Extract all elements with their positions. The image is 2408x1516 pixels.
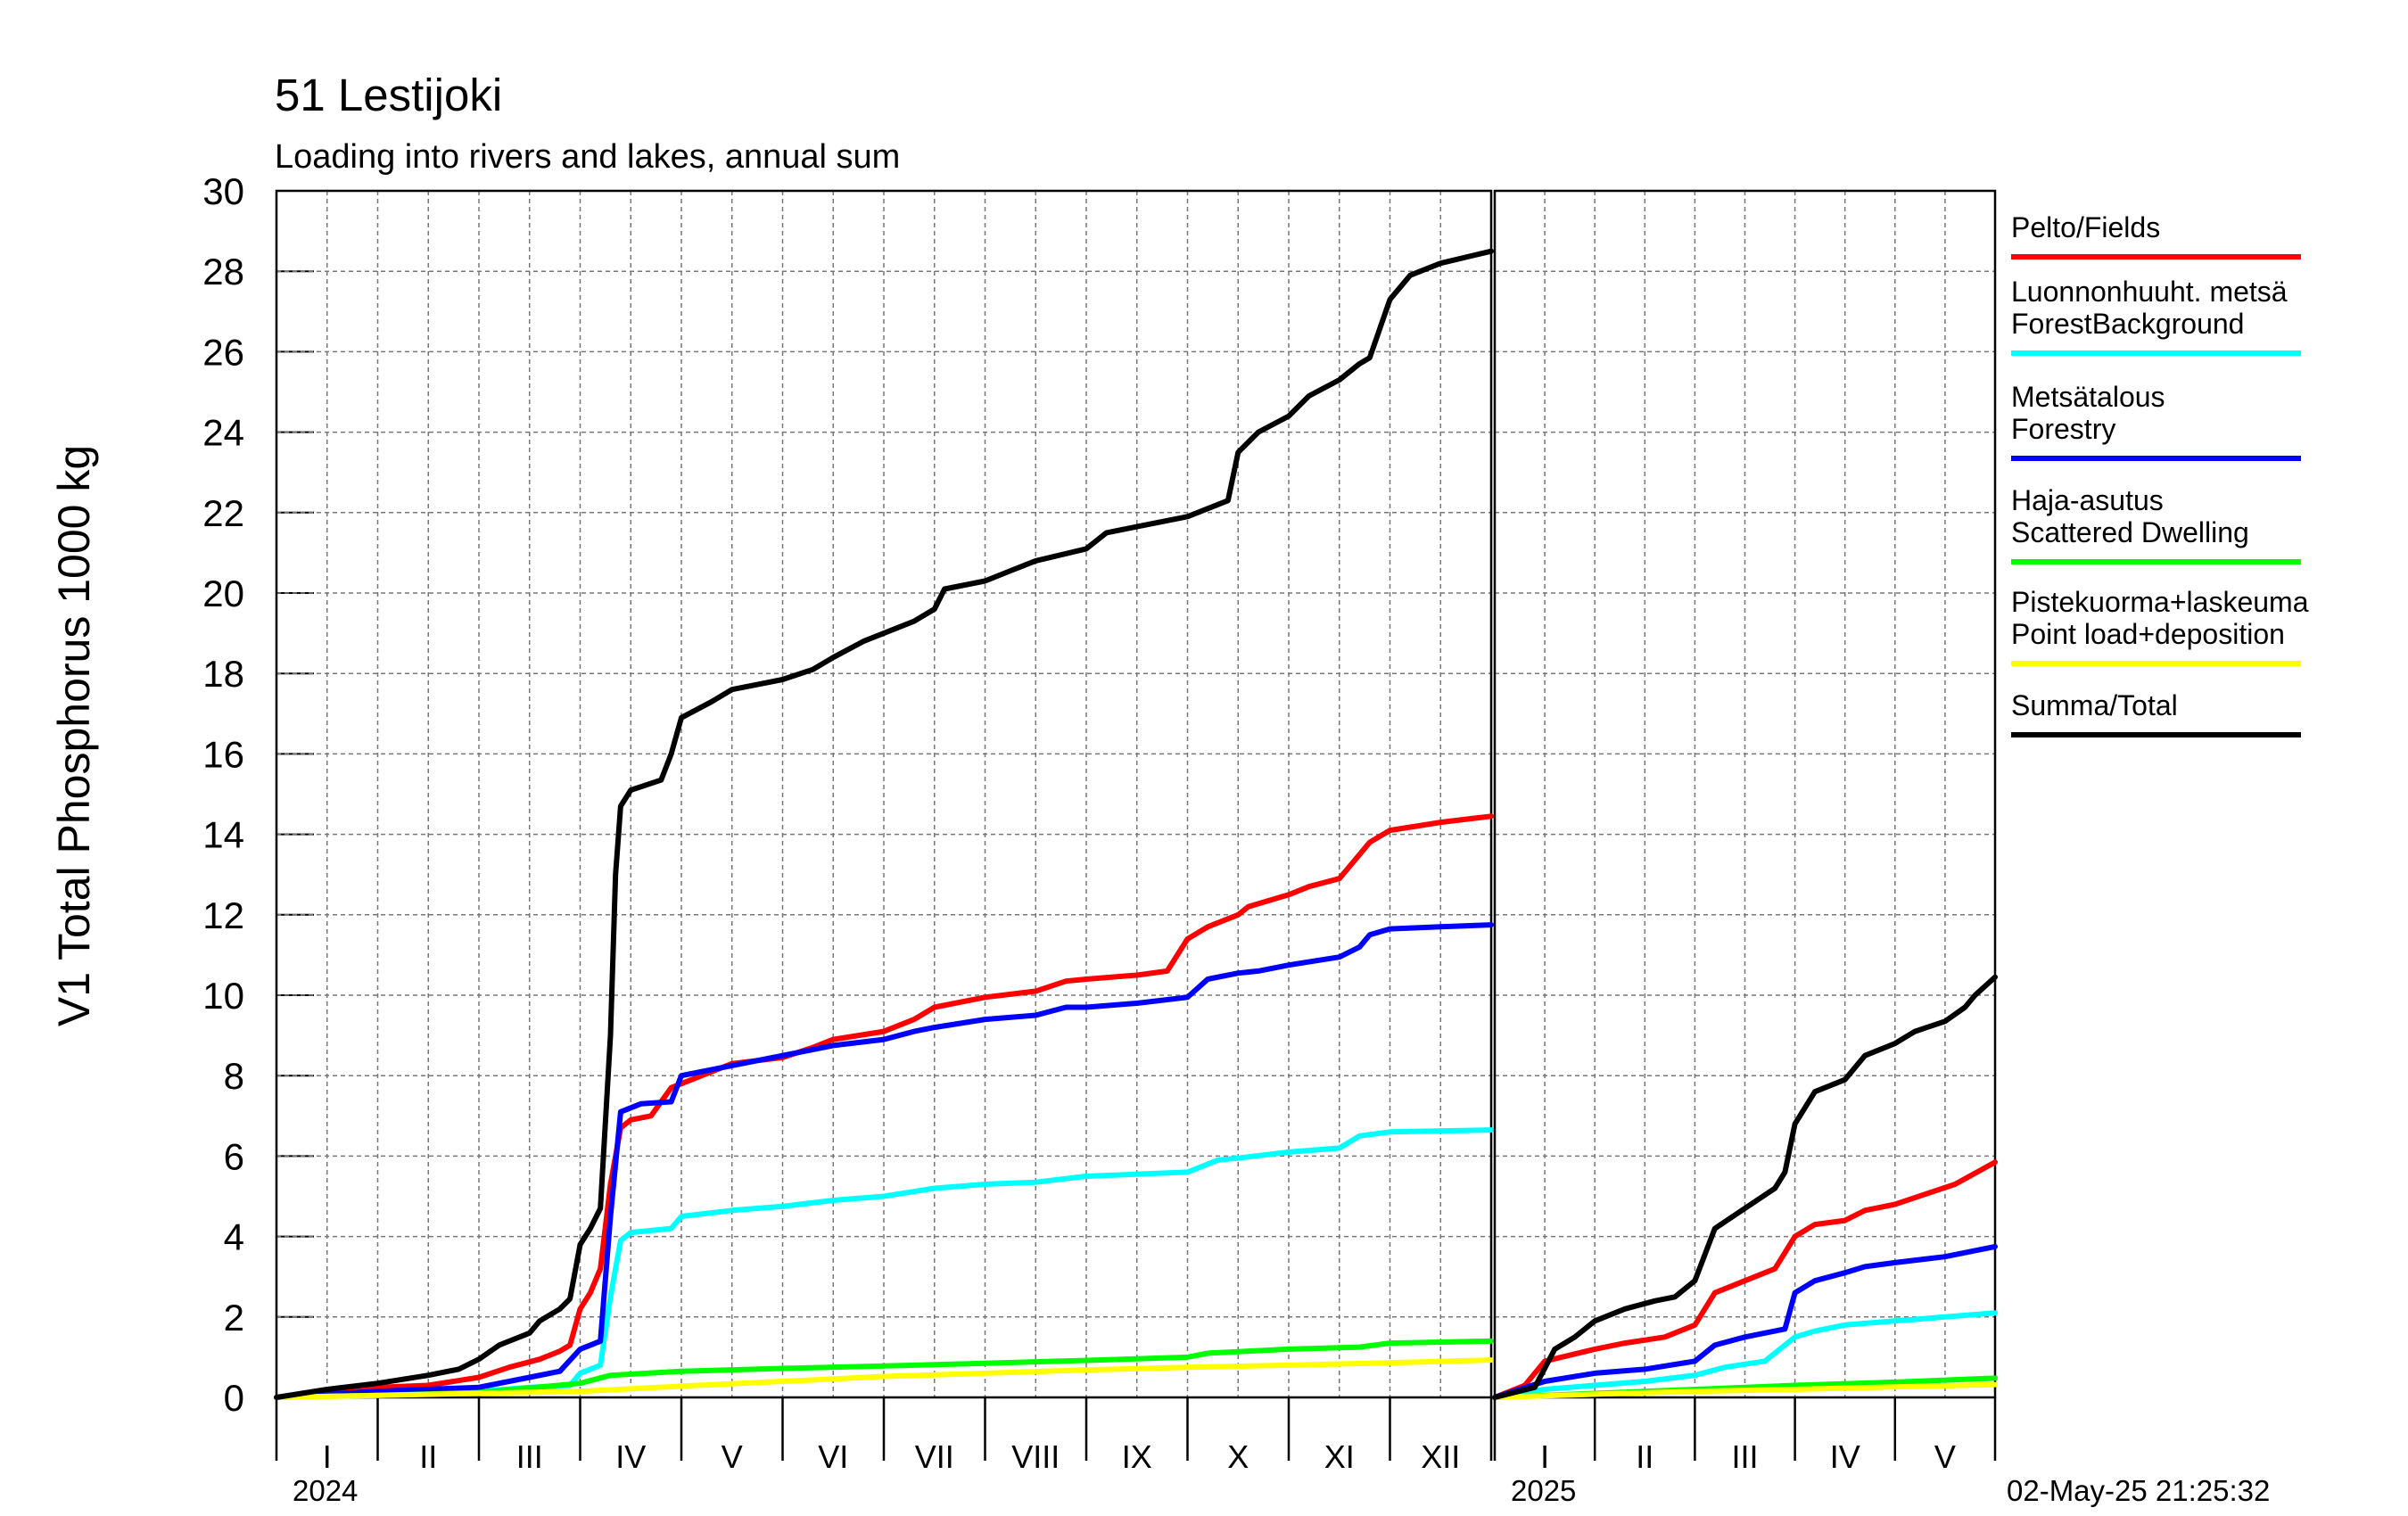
month-label: XI [1324,1438,1355,1475]
month-label: VIII [1011,1438,1060,1475]
y-tick-label: 26 [202,331,244,373]
legend-label: ForestBackground [2011,308,2244,340]
y-tick-label: 30 [202,170,244,212]
series-line [1492,1381,1998,1400]
y-tick-label: 2 [224,1297,244,1339]
legend-label: Summa/Total [2011,689,2178,721]
y-tick-label: 0 [224,1377,244,1419]
series-line [274,922,1494,1400]
month-label: XII [1421,1438,1460,1475]
month-label: III [516,1438,543,1475]
timestamp: 02-May-25 21:25:32 [2007,1474,2270,1507]
chart-title: 51 Lestijoki [275,70,502,120]
panel-frame [1493,189,1997,1399]
y-tick-label: 12 [202,894,244,936]
month-label: V [1934,1438,1956,1475]
year-label: 2025 [1511,1474,1576,1507]
legend-label: Scattered Dwelling [2011,516,2249,548]
legend-label: Luonnonhuuht. metsä [2011,276,2288,308]
y-axis-label: V1 Total Phosphorus 1000 kg [49,445,99,1026]
series-line [1492,1159,1998,1400]
y-tick-label: 4 [224,1216,244,1258]
y-tick-label: 14 [202,814,244,856]
legend-label: Pistekuorma+laskeuma [2011,586,2309,618]
month-label: VII [915,1438,954,1475]
y-tick-label: 20 [202,573,244,614]
legend-label: Point load+deposition [2011,618,2285,650]
y-tick-label: 8 [224,1055,244,1097]
month-label: X [1227,1438,1249,1475]
month-label: I [1540,1438,1549,1475]
month-label: V [722,1438,743,1475]
legend-label: Pelto/Fields [2011,211,2160,243]
legend-label: Metsätalous [2011,381,2165,413]
month-label: IV [1830,1438,1860,1475]
month-label: VI [818,1438,848,1475]
series-line [274,1357,1494,1400]
series-line [1492,974,1998,1400]
month-label: IX [1122,1438,1152,1475]
month-label: IV [615,1438,646,1475]
y-tick-label: 24 [202,412,244,454]
chart-subtitle: Loading into rivers and lakes, annual su… [275,138,900,176]
year-label: 2024 [293,1474,358,1507]
month-label: I [323,1438,332,1475]
legend-label: Haja-asutus [2011,484,2164,516]
y-tick-label: 16 [202,733,244,775]
series-line [274,1127,1494,1400]
y-tick-label: 6 [224,1135,244,1177]
series-line [1492,1310,1998,1400]
series-line [274,248,1494,1400]
legend-item: Summa/Total [2011,689,2301,737]
y-tick-label: 10 [202,975,244,1017]
series-line [274,813,1494,1400]
y-tick-label: 18 [202,653,244,695]
series-line [274,1338,1494,1400]
legend-label: Forestry [2011,413,2115,445]
y-tick-label: 22 [202,492,244,534]
legend-item: Pelto/Fields [2011,211,2301,260]
series-line [1492,1243,1998,1400]
y-tick-label: 28 [202,251,244,292]
month-label: II [1636,1438,1653,1475]
month-label: II [419,1438,437,1475]
month-label: III [1731,1438,1758,1475]
legend: Pelto/Fields Luonnonhuuht. metsäForestBac… [2011,211,2309,737]
